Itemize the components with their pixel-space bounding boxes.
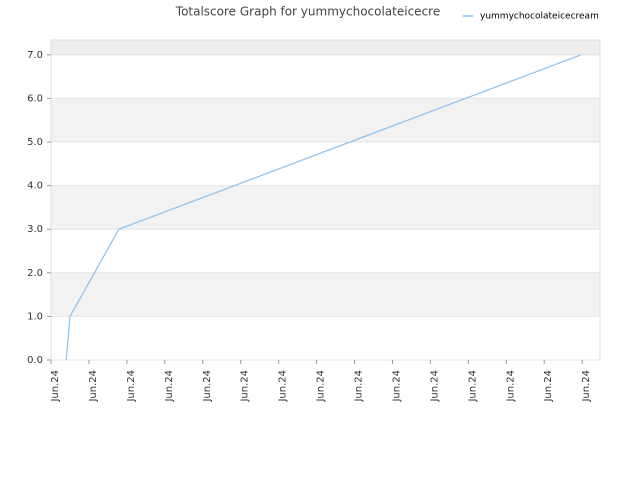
line-series — [65, 54, 582, 361]
x-tick-label: Jun.24 — [240, 370, 251, 403]
x-tick-label: Jun.24 — [88, 370, 99, 403]
y-tick-label: 6.0 — [27, 93, 43, 104]
y-tick-label: 3.0 — [27, 224, 43, 235]
y-tick-label: 4.0 — [27, 181, 43, 192]
x-tick-label: Jun.24 — [126, 370, 137, 403]
y-tick-label: 5.0 — [27, 137, 43, 148]
x-tick-label: Jun.24 — [505, 370, 516, 403]
grid-band — [51, 98, 600, 143]
x-tick-label: Jun.24 — [354, 370, 365, 403]
y-tick-label: 1.0 — [27, 311, 43, 322]
grid-band — [51, 40, 600, 55]
y-tick-label: 0.0 — [27, 355, 43, 366]
x-tick-label: Jun.24 — [164, 370, 175, 403]
x-tick-label: Jun.24 — [543, 370, 554, 403]
x-tick-label: Jun.24 — [50, 370, 61, 403]
grid-band — [51, 185, 600, 230]
x-tick-label: Jun.24 — [391, 370, 402, 403]
y-tick-label: 7.0 — [27, 50, 43, 61]
x-tick-label: Jun.24 — [278, 370, 289, 403]
x-tick-label: Jun.24 — [467, 370, 478, 403]
legend-label: yummychocolateicecream — [480, 12, 599, 22]
grid-band — [51, 272, 600, 317]
chart-title: Totalscore Graph for yummychocolateicecr… — [175, 5, 440, 19]
x-tick-label: Jun.24 — [429, 370, 440, 403]
x-tick-label: Jun.24 — [202, 370, 213, 403]
x-tick-label: Jun.24 — [316, 370, 327, 403]
x-tick-label: Jun.24 — [581, 370, 592, 403]
y-tick-label: 2.0 — [27, 268, 43, 279]
